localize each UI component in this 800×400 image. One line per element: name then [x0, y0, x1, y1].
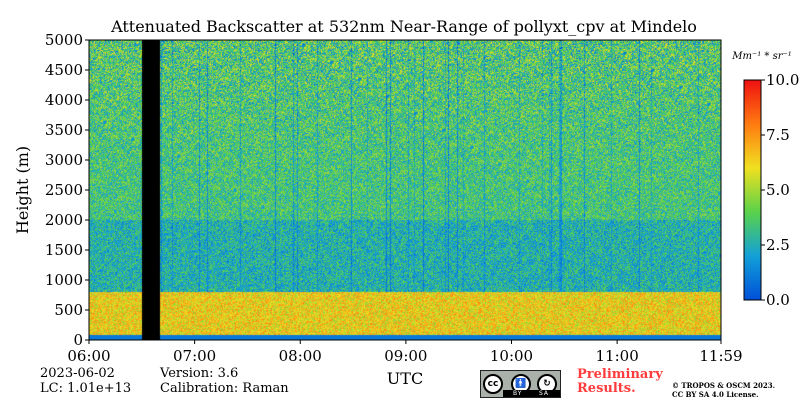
y-tick-label: 1000: [45, 271, 83, 289]
cc-license-badge: cc 🚹 ↻ BY SA: [480, 370, 561, 398]
copyright-note: © TROPOS & OSCM 2023. CC BY SA 4.0 Licen…: [672, 381, 776, 399]
y-tick-label: 0: [73, 331, 83, 349]
cc-icon: cc: [483, 374, 503, 394]
x-tick-label: 08:00: [279, 347, 322, 365]
lidar-constant-label: LC: 1.01e+13: [40, 381, 132, 396]
colorbar-tick-label: 10.0: [766, 71, 799, 89]
y-tick-label: 3000: [45, 151, 83, 169]
x-tick-label: 06:00: [67, 347, 110, 365]
y-axis-label: Height (m): [13, 146, 32, 234]
y-tick-label: 4000: [45, 91, 83, 109]
preliminary-note: Preliminary Results.: [577, 367, 663, 396]
x-tick-label: 07:00: [173, 347, 216, 365]
date-label: 2023-06-02: [40, 366, 115, 381]
colorbar-unit: Mm⁻¹ * sr⁻¹: [731, 51, 792, 62]
x-axis-label: UTC: [387, 369, 423, 388]
calibration-label: Calibration: Raman: [160, 381, 289, 396]
colorbar-tick-label: 0.0: [766, 291, 790, 309]
colorbar-tick-label: 7.5: [766, 126, 790, 144]
x-tick-label: 11:00: [596, 347, 639, 365]
y-tick-label: 1500: [45, 241, 83, 259]
plot-area: [88, 39, 722, 341]
colorbar-ticks: 0.0 2.5 5.0 7.5 10.0: [761, 71, 799, 309]
chart-title: Attenuated Backscatter at 532nm Near-Ran…: [110, 17, 697, 36]
x-axis: 06:00 07:00 08:00 09:00 10:00 11:00 11:59: [67, 340, 743, 365]
y-tick-label: 4500: [45, 61, 83, 79]
y-tick-label: 500: [54, 301, 83, 319]
colorbar: [743, 79, 762, 301]
y-axis: 0 500 1000 1500 2000 2500 3000 3500 4000 4500 5000: [45, 31, 89, 349]
badge-label: BY SA: [503, 390, 560, 397]
x-tick-label: 09:00: [384, 347, 427, 365]
x-tick-label: 10:00: [490, 347, 533, 365]
version-label: Version: 3.6: [160, 366, 239, 381]
y-tick-label: 2000: [45, 211, 83, 229]
y-tick-label: 3500: [45, 121, 83, 139]
colorbar-tick-label: 2.5: [766, 236, 790, 254]
y-tick-label: 2500: [45, 181, 83, 199]
colorbar-tick-label: 5.0: [766, 181, 790, 199]
x-tick-label: 11:59: [699, 347, 742, 365]
heatmap-image: [89, 40, 721, 340]
y-tick-label: 5000: [45, 31, 83, 49]
